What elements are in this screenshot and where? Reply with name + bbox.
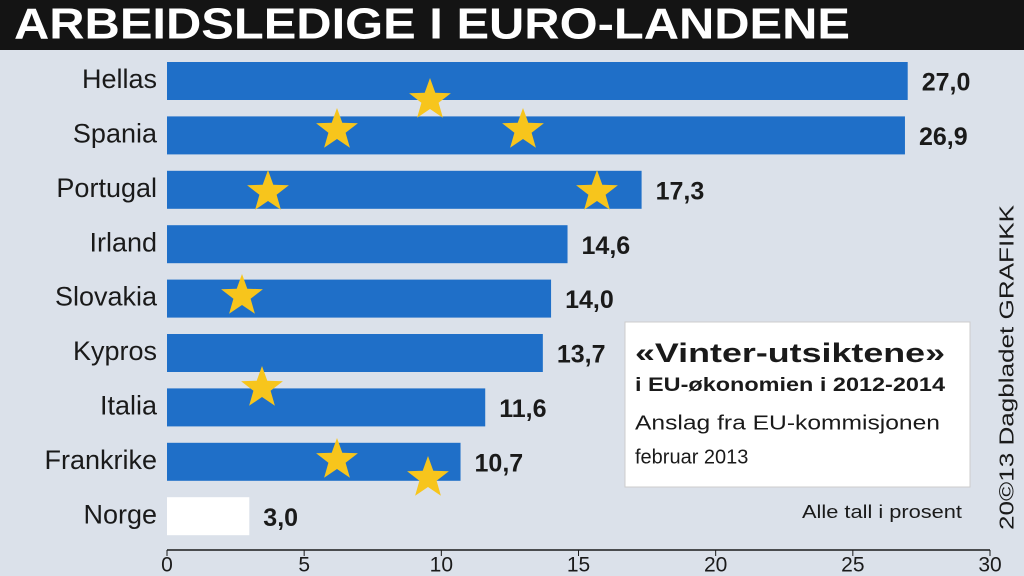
value-label: 27,0 (922, 69, 971, 97)
bar (167, 225, 568, 264)
category-label: Kypros (73, 336, 157, 366)
x-tick-label: 20 (704, 554, 727, 576)
value-label: 13,7 (557, 341, 606, 369)
category-label: Hellas (82, 64, 157, 94)
bar (167, 388, 486, 427)
bar (167, 497, 250, 536)
category-label: Irland (89, 227, 157, 257)
value-label: 10,7 (475, 449, 524, 477)
value-label: 14,6 (582, 232, 631, 260)
value-label: 17,3 (656, 177, 705, 205)
category-label: Portugal (56, 173, 157, 203)
category-label: Italia (100, 391, 158, 421)
note: Alle tall i prosent (802, 502, 962, 522)
value-label: 3,0 (263, 504, 298, 532)
category-label: Frankrike (44, 445, 157, 475)
value-label: 26,9 (919, 123, 968, 151)
category-label: Spania (73, 119, 158, 149)
title-bar (0, 0, 1024, 50)
x-tick-label: 30 (978, 554, 1001, 576)
category-label: Slovakia (55, 282, 158, 312)
bar (167, 279, 552, 318)
bar (167, 334, 543, 372)
box-subheading: i EU-økonomien i 2012-2014 (635, 375, 946, 396)
value-label: 14,0 (565, 286, 614, 314)
x-tick-label: 25 (841, 554, 864, 576)
bar (167, 62, 908, 100)
bar (167, 170, 642, 209)
x-tick-label: 0 (161, 554, 173, 576)
box-heading: «Vinter-utsiktene» (635, 338, 945, 368)
box-source: Anslag fra EU-kommisjonen (635, 412, 940, 434)
box-date: februar 2013 (635, 446, 748, 468)
x-tick-label: 5 (298, 554, 310, 576)
chart-title: ARBEIDSLEDIGE I EURO-LANDENE (14, 0, 850, 49)
bars (167, 62, 908, 536)
x-tick-label: 10 (430, 554, 453, 576)
credit: 20©13 Dagbladet GRAFIKK (996, 204, 1018, 530)
info-box (624, 321, 971, 488)
x-tick-label: 15 (567, 554, 590, 576)
value-label: 11,6 (499, 395, 546, 423)
bar (167, 116, 905, 155)
category-label: Norge (83, 499, 157, 529)
